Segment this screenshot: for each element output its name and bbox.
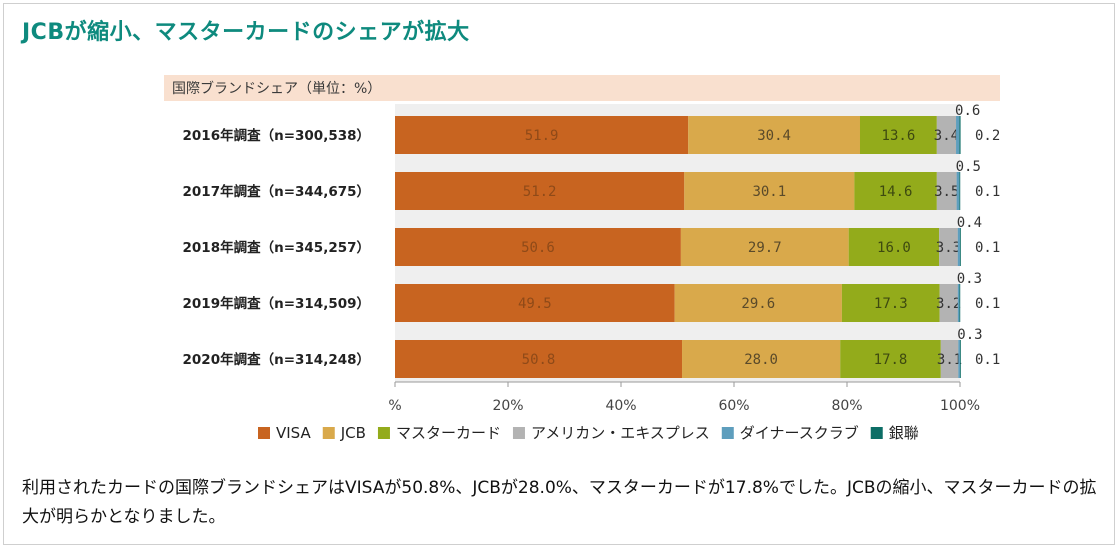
legend-swatch	[322, 427, 335, 439]
legend-label: マスターカード	[396, 424, 501, 442]
category-label: 2020年調査（n=314,248）	[183, 351, 370, 368]
bar-segment	[959, 172, 961, 210]
data-label: 3.4	[934, 128, 959, 144]
bar-segment	[395, 228, 681, 266]
category-label: 2019年調査（n=314,509）	[183, 295, 370, 312]
category-label: 2017年調査（n=344,675）	[183, 183, 370, 200]
caption-text: 利用されたカードの国際ブランドシェアはVISAが50.8%、JCBが28.0%、…	[22, 478, 1097, 527]
bar-segment	[395, 284, 675, 322]
data-label: 0.2	[975, 128, 1000, 144]
data-label: 50.8	[522, 352, 556, 368]
bar-segment	[960, 340, 961, 378]
x-tick-label: %	[388, 398, 401, 414]
legend-swatch	[721, 427, 734, 439]
data-label: 3.2	[936, 296, 961, 312]
data-label: 0.1	[975, 184, 1000, 200]
bar-segment	[939, 228, 958, 266]
legend-label: JCB	[340, 424, 366, 442]
data-label: 0.3	[957, 327, 982, 343]
bar-segment	[680, 228, 849, 266]
data-label: 51.2	[523, 184, 557, 200]
legend-swatch	[512, 427, 525, 439]
bar-segment	[956, 172, 960, 210]
data-label: 50.6	[521, 240, 555, 256]
data-label: 0.1	[975, 240, 1000, 256]
bar-segment	[841, 284, 940, 322]
data-label: 29.6	[741, 296, 775, 312]
bar-segment	[957, 284, 960, 322]
bar-segment	[959, 116, 961, 154]
bar-segment	[958, 340, 960, 378]
bar-segment	[957, 228, 960, 266]
bar-segment	[959, 284, 961, 322]
bar-segment	[684, 172, 855, 210]
bar-segment	[956, 116, 960, 154]
category-label: 2016年調査（n=300,538）	[183, 127, 370, 144]
bar-segment	[936, 116, 957, 154]
data-label: 3.5	[934, 184, 959, 200]
legend-swatch	[870, 427, 883, 439]
bar-segment	[395, 172, 685, 210]
bar-segment	[854, 172, 937, 210]
bar-segment	[960, 228, 961, 266]
bar-segment	[848, 228, 940, 266]
bar-segment	[936, 172, 957, 210]
legend-label: アメリカン・エキスプレス	[531, 424, 710, 442]
data-label: 0.1	[975, 352, 1000, 368]
data-label: 13.6	[882, 128, 916, 144]
data-label: 3.1	[937, 352, 962, 368]
data-label: 14.6	[879, 184, 913, 200]
x-tick-label: 80%	[831, 398, 862, 414]
data-label: 30.1	[752, 184, 786, 200]
chart-title: 国際ブランドシェア（単位：%）	[172, 81, 382, 97]
legend-label: VISA	[276, 424, 311, 442]
page-title: JCBが縮小、マスターカードのシェアが拡大	[22, 20, 470, 45]
bar-segment	[674, 284, 842, 322]
data-label: 16.0	[877, 240, 911, 256]
x-tick-label: 20%	[492, 398, 523, 414]
chart-title-banner: 国際ブランドシェア（単位：%）	[164, 75, 1000, 101]
data-label: 0.1	[975, 296, 1000, 312]
data-label: 0.4	[957, 215, 982, 231]
bar-segment	[682, 340, 841, 378]
x-tick-label: 40%	[605, 398, 636, 414]
bar-segment	[940, 340, 959, 378]
x-tick-label: 60%	[718, 398, 749, 414]
data-label: 17.3	[874, 296, 908, 312]
bar-segment	[395, 116, 689, 154]
bar-segment	[688, 116, 860, 154]
legend-label: ダイナースクラブ	[740, 424, 859, 442]
data-label: 28.0	[744, 352, 778, 368]
category-label: 2018年調査（n=345,257）	[183, 239, 370, 256]
data-label: 51.9	[525, 128, 559, 144]
data-label: 29.7	[748, 240, 782, 256]
legend-label: 銀聯	[889, 424, 919, 442]
data-label: 49.5	[518, 296, 552, 312]
bar-segment	[840, 340, 941, 378]
bar-segment	[395, 340, 683, 378]
bar-segment	[939, 284, 958, 322]
data-label: 0.6	[955, 103, 980, 119]
bar-segment	[859, 116, 937, 154]
data-label: 0.3	[957, 271, 982, 287]
data-label: 0.5	[956, 159, 981, 175]
data-label: 17.8	[874, 352, 908, 368]
data-label: 3.3	[936, 240, 961, 256]
legend-swatch	[258, 427, 270, 439]
data-label: 30.4	[757, 128, 791, 144]
x-tick-label: 100%	[940, 398, 980, 414]
legend-swatch	[377, 427, 390, 439]
